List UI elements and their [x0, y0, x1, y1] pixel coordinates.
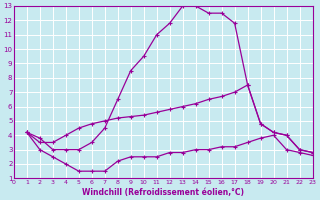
X-axis label: Windchill (Refroidissement éolien,°C): Windchill (Refroidissement éolien,°C) — [82, 188, 244, 197]
